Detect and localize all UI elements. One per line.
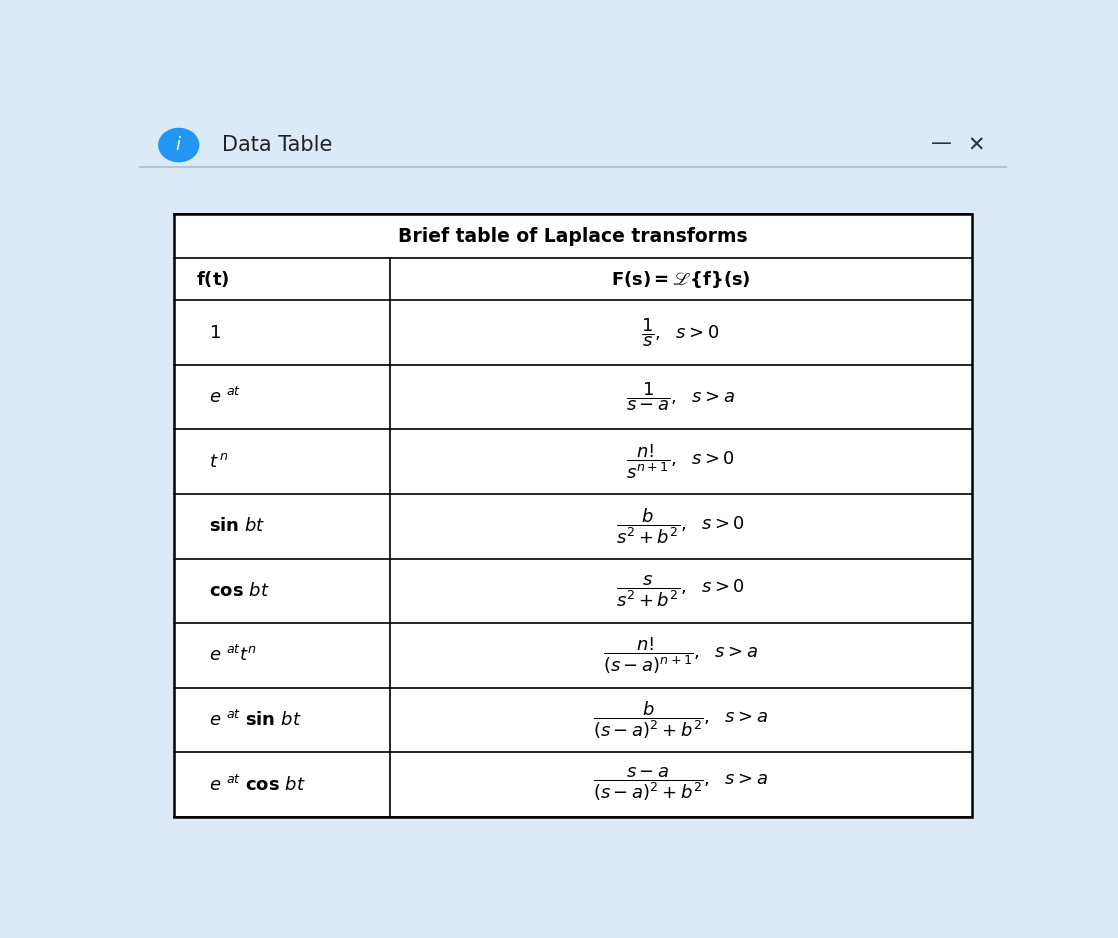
Text: ✕: ✕ bbox=[967, 135, 985, 155]
Text: $\dfrac{b}{s^{2}+b^{2}},\ \ s>0$: $\dfrac{b}{s^{2}+b^{2}},\ \ s>0$ bbox=[616, 507, 745, 546]
Text: $\dfrac{n!}{(s-a)^{n+1}},\ \ s>a$: $\dfrac{n!}{(s-a)^{n+1}},\ \ s>a$ bbox=[603, 635, 758, 675]
Circle shape bbox=[159, 129, 199, 161]
Text: $\dfrac{s}{s^{2}+b^{2}},\ \ s>0$: $\dfrac{s}{s^{2}+b^{2}},\ \ s>0$ bbox=[616, 573, 745, 609]
Text: $t^{\,n}$: $t^{\,n}$ bbox=[209, 453, 228, 471]
Text: Brief table of Laplace transforms: Brief table of Laplace transforms bbox=[398, 227, 748, 246]
Text: $1$: $1$ bbox=[209, 324, 221, 341]
Text: $\dfrac{1}{s},\ \ s>0$: $\dfrac{1}{s},\ \ s>0$ bbox=[642, 316, 720, 349]
Text: —: — bbox=[931, 133, 951, 153]
Bar bbox=[174, 214, 972, 817]
Text: $e\ ^{at}\ \mathbf{sin}\ bt$: $e\ ^{at}\ \mathbf{sin}\ bt$ bbox=[209, 710, 302, 730]
Text: $i$: $i$ bbox=[176, 136, 182, 154]
Text: $\dfrac{b}{(s-a)^{2}+b^{2}},\ \ s>a$: $\dfrac{b}{(s-a)^{2}+b^{2}},\ \ s>a$ bbox=[593, 699, 768, 741]
Text: Data Table: Data Table bbox=[222, 135, 332, 155]
Text: $\mathbf{cos}\ bt$: $\mathbf{cos}\ bt$ bbox=[209, 582, 269, 599]
Text: $e\ ^{at}\ \mathbf{cos}\ bt$: $e\ ^{at}\ \mathbf{cos}\ bt$ bbox=[209, 775, 306, 794]
Text: $\mathbf{sin}\ bt$: $\mathbf{sin}\ bt$ bbox=[209, 517, 266, 536]
Text: $\dfrac{s-a}{(s-a)^{2}+b^{2}},\ \ s>a$: $\dfrac{s-a}{(s-a)^{2}+b^{2}},\ \ s>a$ bbox=[593, 765, 768, 803]
Text: $e\ ^{at}t^{n}$: $e\ ^{at}t^{n}$ bbox=[209, 645, 257, 665]
Text: $\mathbf{F(s) = \mathscr{L}\{f\}(s)}$: $\mathbf{F(s) = \mathscr{L}\{f\}(s)}$ bbox=[610, 269, 750, 290]
Text: $e\ ^{at}$: $e\ ^{at}$ bbox=[209, 387, 241, 407]
Text: $\mathbf{f(t)}$: $\mathbf{f(t)}$ bbox=[196, 269, 229, 290]
Text: $\dfrac{1}{s-a},\ \ s>a$: $\dfrac{1}{s-a},\ \ s>a$ bbox=[626, 381, 736, 414]
Text: $\dfrac{n!}{s^{n+1}},\ \ s>0$: $\dfrac{n!}{s^{n+1}},\ \ s>0$ bbox=[626, 443, 735, 481]
